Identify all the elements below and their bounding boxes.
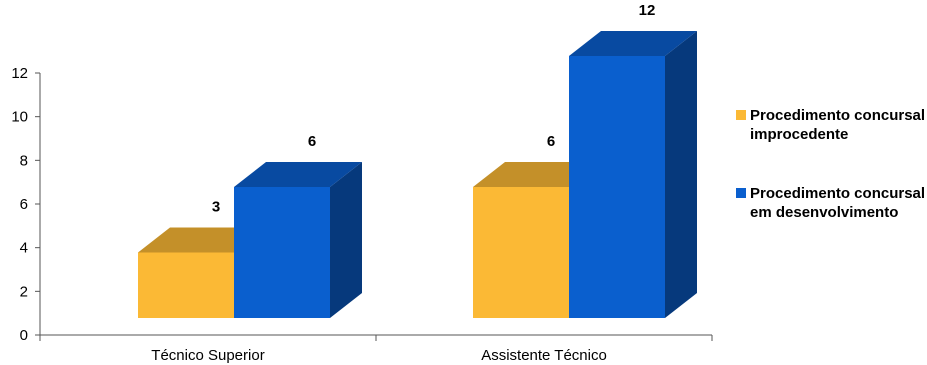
- bar-front-face: [138, 252, 234, 318]
- x-category-label: Assistente Técnico: [481, 347, 607, 364]
- legend-label-line2: em desenvolvimento: [750, 204, 899, 221]
- legend-label-line1: Procedimento concursal: [750, 185, 926, 202]
- bar-top-face: [569, 31, 697, 56]
- y-tick-label: 6: [20, 196, 28, 213]
- y-tick-label: 8: [20, 152, 28, 169]
- y-tick-label: 4: [20, 240, 28, 257]
- bar-side-face: [330, 162, 362, 318]
- bar-front-face: [473, 187, 569, 318]
- bar-front-face: [569, 56, 665, 318]
- legend-label-line2: improcedente: [750, 126, 849, 143]
- y-tick-label: 0: [20, 327, 28, 344]
- bar: [569, 31, 697, 318]
- chart-labels: 0 2 4 6 8 10 12 Técnico Superior Assistente Técn…: [11, 2, 655, 364]
- bar-data-label: 6: [547, 133, 555, 150]
- bar-front-face: [234, 187, 330, 318]
- bar-data-label: 3: [212, 199, 220, 216]
- bar-side-face: [665, 31, 697, 318]
- y-tick-label: 2: [20, 283, 28, 300]
- legend: Procedimento concursal improcedente Proc…: [736, 106, 926, 262]
- y-tick-label: 10: [11, 109, 28, 126]
- bar: [234, 162, 362, 318]
- bar-data-label: 6: [308, 133, 316, 150]
- bar-top-face: [234, 162, 362, 187]
- bar-data-label: 12: [639, 2, 656, 19]
- legend-swatch-improcedente: [736, 110, 746, 120]
- legend-label-line1: Procedimento concursal: [750, 107, 926, 124]
- chart-bars: [138, 31, 697, 318]
- legend-item-improcedente: Procedimento concursal improcedente: [736, 106, 926, 144]
- y-tick-label: 12: [11, 65, 28, 82]
- x-category-label: Técnico Superior: [151, 347, 264, 364]
- legend-swatch-em-desenvolvimento: [736, 188, 746, 198]
- chart-axes: [35, 72, 713, 341]
- legend-item-em-desenvolvimento: Procedimento concursal em desenvolviment…: [736, 184, 926, 222]
